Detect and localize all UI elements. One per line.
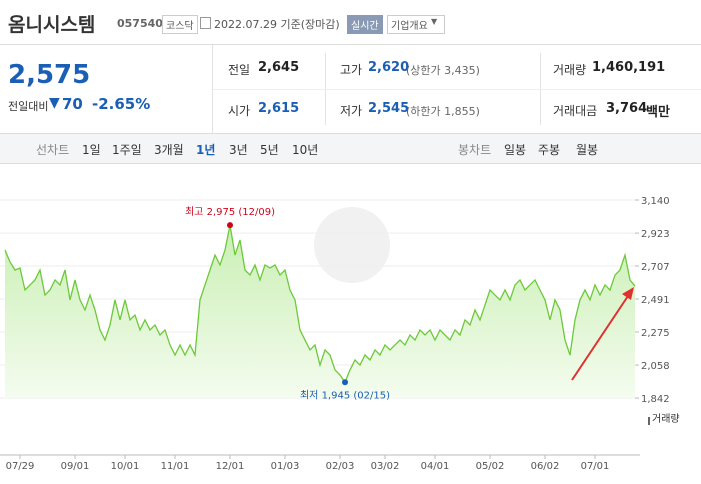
stat-value: 3,764: [606, 101, 648, 116]
annotation: 최고 2,975 (12/09): [185, 206, 275, 218]
stat-label: 고가: [340, 63, 363, 77]
stat-label: 시가: [228, 104, 251, 118]
calendar-icon: [200, 17, 211, 29]
stat-note: (하한가 1,855): [406, 105, 480, 118]
company-button[interactable]: 기업개요: [387, 15, 445, 34]
arrow: [571, 295, 629, 381]
area-fill: [5, 225, 635, 398]
stat-label: 거래량: [553, 63, 587, 77]
y-tick-label: 2,707: [641, 262, 670, 273]
period-tab[interactable]: 1년: [196, 143, 216, 157]
x-tick-label: 11/01: [161, 461, 190, 472]
x-tick-label: 12/01: [216, 461, 245, 472]
stat-value: 2,615: [258, 101, 300, 116]
tab-label: 봉차트: [458, 143, 492, 157]
period-tab[interactable]: 10년: [292, 143, 319, 157]
period-tab[interactable]: 3개월: [154, 143, 184, 157]
stat-label: 거래대금: [553, 104, 598, 118]
price-line: [4, 225, 636, 384]
period-tab[interactable]: 3년: [229, 143, 248, 157]
volume-legend-icon: [648, 417, 650, 425]
x-tick-label: 02/03: [326, 461, 355, 472]
divider: [212, 45, 213, 133]
stat-unit: 백만: [646, 105, 670, 120]
x-tick-label: 03/02: [371, 461, 400, 472]
x-tick-label: 05/02: [476, 461, 505, 472]
period-tab[interactable]: 5년: [260, 143, 279, 157]
volume-legend: 거래량: [652, 413, 680, 425]
realtime-button[interactable]: 실시간: [347, 15, 383, 34]
stock-name: 옴니시스템: [8, 14, 96, 36]
x-tick-label: 07/29: [6, 461, 35, 472]
stat-value: 2,620: [368, 60, 410, 75]
annotation: 최저 1,945 (02/15): [300, 389, 390, 401]
period-tab[interactable]: 1주일: [112, 143, 142, 157]
candle-tab[interactable]: 주봉: [538, 143, 561, 157]
market-badge: 코스닥: [162, 15, 198, 34]
stat-value: 2,645: [258, 60, 300, 75]
stock-code: 057540: [117, 17, 163, 30]
change: 70: [62, 95, 83, 113]
dropdown-arrow: ▼: [431, 17, 438, 26]
period-tab[interactable]: 1일: [82, 143, 101, 157]
extreme-point: [227, 222, 233, 229]
y-tick-label: 2,275: [641, 328, 670, 339]
extreme-point: [342, 379, 348, 386]
tab-label: 선차트: [36, 143, 70, 157]
divider: [213, 89, 701, 90]
stat-note: (상한가 3,435): [406, 64, 480, 77]
date: 2022.07.29 기준(장마감): [214, 18, 340, 31]
x-tick-label: 10/01: [111, 461, 140, 472]
x-tick-label: 06/02: [531, 461, 560, 472]
watermark: [314, 207, 390, 283]
change-label: 전일대비: [8, 100, 49, 113]
tab-bar: [0, 133, 701, 164]
current-price: 2,575: [8, 60, 91, 90]
candle-tab[interactable]: 일봉: [504, 143, 527, 157]
stat-value: 1,460,191: [592, 60, 666, 75]
arrow-head: [622, 287, 634, 300]
y-tick-label: 1,842: [641, 394, 670, 405]
y-tick-label: 3,140: [641, 196, 670, 207]
x-tick-label: 09/01: [61, 461, 90, 472]
change-pct: -2.65%: [92, 95, 151, 113]
stat-label: 전일: [228, 63, 251, 77]
stat-value: 2,545: [368, 101, 410, 116]
divider: [0, 44, 701, 45]
y-tick-label: 2,491: [641, 295, 670, 306]
x-tick-label: 07/01: [581, 461, 610, 472]
candle-tab[interactable]: 월봉: [576, 143, 599, 157]
x-tick-label: 04/01: [421, 461, 450, 472]
y-tick-label: 2,923: [641, 229, 670, 240]
y-tick-label: 2,058: [641, 361, 670, 372]
x-tick-label: 01/03: [271, 461, 300, 472]
change-arrow: ▼: [49, 95, 60, 111]
stat-label: 저가: [340, 104, 363, 118]
